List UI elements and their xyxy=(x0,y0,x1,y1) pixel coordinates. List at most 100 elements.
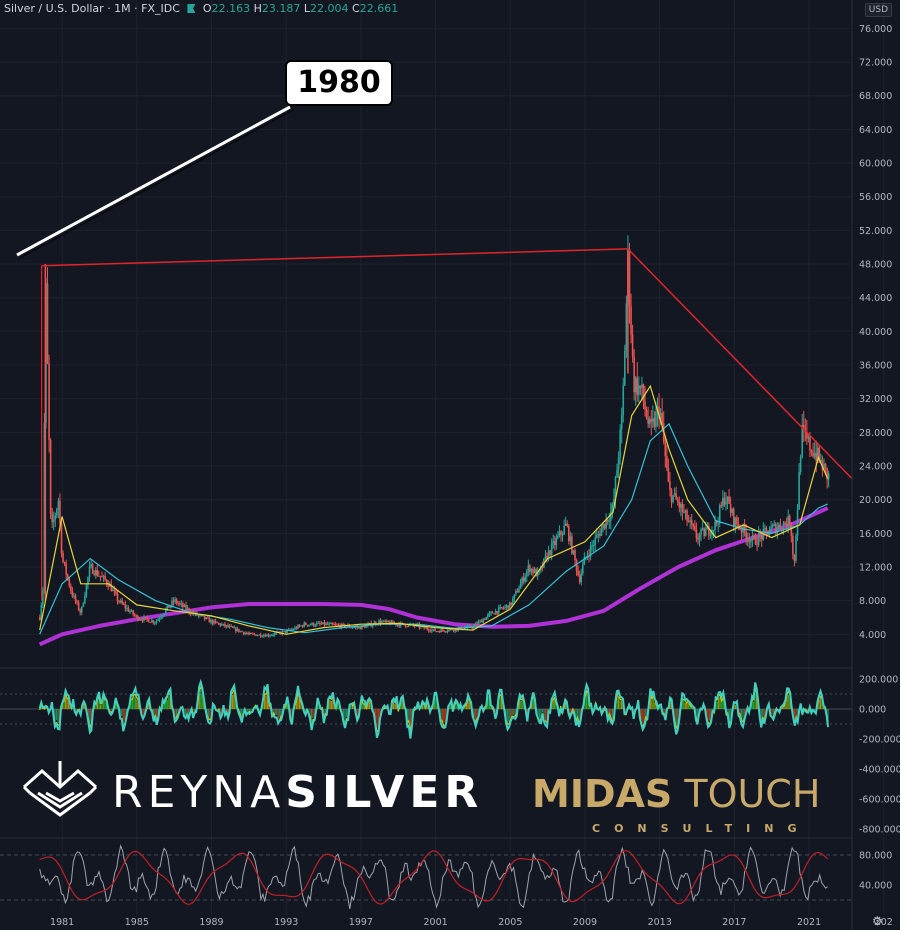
candle-body xyxy=(99,575,102,577)
candle-body xyxy=(154,622,156,624)
candle-body xyxy=(524,576,527,582)
candle-body xyxy=(753,535,755,537)
candle-body xyxy=(269,635,271,637)
candle-body xyxy=(614,477,617,499)
candle-body xyxy=(454,628,457,632)
moving-average-slow xyxy=(38,506,829,647)
candle-body xyxy=(146,617,148,620)
candle-body xyxy=(98,575,100,577)
candle-body xyxy=(234,627,237,632)
candle-body xyxy=(140,619,142,621)
candle-body xyxy=(90,564,92,567)
candle-body xyxy=(720,505,723,507)
candle-body xyxy=(80,606,83,613)
candle-body xyxy=(291,629,293,631)
settings-gear-icon[interactable]: ⚙ xyxy=(872,914,883,928)
candle-body xyxy=(127,607,130,612)
candle-body xyxy=(161,615,164,618)
candle-body xyxy=(785,524,788,527)
candle-body xyxy=(272,634,274,636)
chart-header: Silver / U.S. Dollar · 1M · FX_IDC O22.1… xyxy=(4,2,398,15)
candle-body xyxy=(774,524,777,534)
candle-body xyxy=(669,481,671,490)
candle-body xyxy=(494,611,497,615)
candle-body xyxy=(571,536,573,554)
candle-body xyxy=(362,626,365,628)
candle-body xyxy=(255,634,257,636)
candle-body xyxy=(202,615,204,617)
candle-body xyxy=(759,533,761,536)
open-label: O xyxy=(202,2,212,15)
candle-body xyxy=(87,577,89,585)
candle-body xyxy=(314,625,316,627)
candle-body xyxy=(124,604,127,609)
candle-body xyxy=(43,423,46,591)
price-tick-label: 68.000 xyxy=(859,91,892,102)
time-tick-label: 1989 xyxy=(199,917,223,928)
candle-body xyxy=(810,450,813,453)
candle-body xyxy=(586,555,589,557)
candle-body xyxy=(133,614,136,616)
candle-body xyxy=(463,627,466,630)
candle-body xyxy=(150,620,153,623)
candle-body xyxy=(163,613,166,616)
candle-body xyxy=(541,566,544,568)
candle-body xyxy=(329,623,332,625)
candle-body xyxy=(717,523,719,525)
candle-body xyxy=(63,561,66,564)
candle-body xyxy=(566,523,569,526)
candle-body xyxy=(178,603,181,605)
candle-body xyxy=(781,528,783,530)
candle-body xyxy=(225,625,228,627)
candle-body xyxy=(88,566,91,578)
candle-body xyxy=(527,565,530,572)
candle-body xyxy=(205,617,208,620)
candle-body xyxy=(522,577,525,582)
currency-button[interactable]: USD xyxy=(864,3,892,17)
time-tick-label: 2009 xyxy=(573,917,597,928)
candle-body xyxy=(488,613,491,615)
candle-body xyxy=(726,496,729,502)
candle-body xyxy=(270,634,273,636)
candle-body xyxy=(292,629,295,631)
candle-body xyxy=(157,619,159,621)
candle-body xyxy=(253,633,256,635)
candle-body xyxy=(222,623,225,625)
midas-wordmark-bold: MIDAS xyxy=(532,772,673,816)
candle-body xyxy=(676,499,679,503)
candle-body xyxy=(610,511,612,521)
candle-body xyxy=(118,601,120,603)
candle-body xyxy=(301,625,304,627)
candle-body xyxy=(630,306,632,335)
candle-body xyxy=(180,603,183,605)
candle-body xyxy=(76,601,78,603)
symbol-title[interactable]: Silver / U.S. Dollar · 1M · FX_IDC xyxy=(4,2,180,15)
candle-body xyxy=(592,544,595,546)
candle-body xyxy=(155,620,158,623)
candle-body xyxy=(62,553,64,562)
candle-body xyxy=(619,429,621,458)
candle-body xyxy=(731,509,733,513)
grid xyxy=(0,0,885,915)
price-tick-label: 24.000 xyxy=(859,462,892,473)
candle-body xyxy=(126,607,128,609)
candle-body xyxy=(300,625,302,627)
candle-body xyxy=(108,583,111,587)
candle-body xyxy=(622,385,625,415)
candle-body xyxy=(813,452,816,457)
candle-body xyxy=(242,631,245,634)
candle-body xyxy=(807,436,810,439)
candle-body xyxy=(547,550,550,560)
price-tick-label: 76.000 xyxy=(859,24,892,35)
candle-body xyxy=(748,538,751,543)
flag-icon xyxy=(187,4,196,13)
candle-body xyxy=(580,573,583,583)
candle-body xyxy=(652,418,654,422)
candle-body xyxy=(110,583,113,592)
candle-body xyxy=(608,520,611,522)
candle-body xyxy=(342,624,344,626)
candle-body xyxy=(451,628,453,631)
candle-body xyxy=(796,509,799,536)
candle-body xyxy=(40,605,43,620)
